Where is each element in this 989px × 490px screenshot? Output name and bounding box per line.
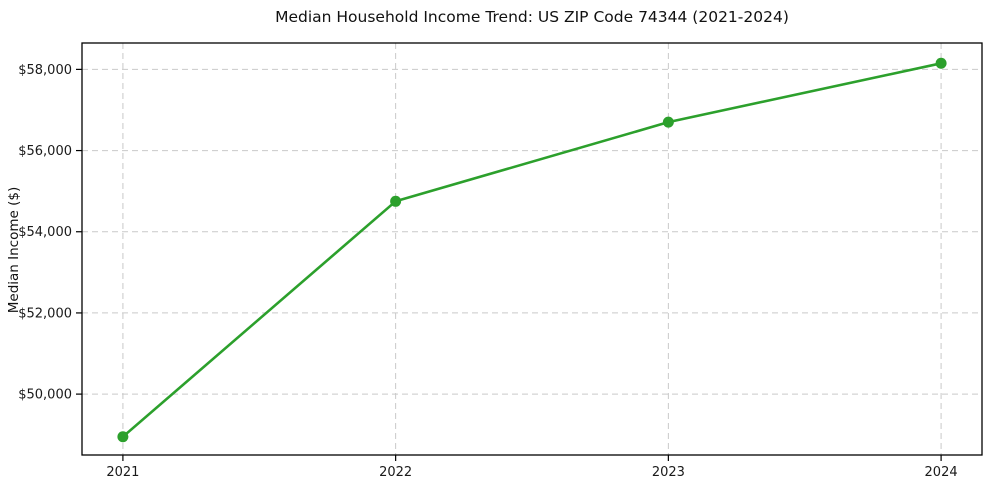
x-tick-label: 2023: [652, 465, 685, 480]
y-tick-label: $54,000: [18, 225, 72, 240]
data-point-marker: [662, 116, 674, 128]
data-point-marker: [117, 431, 129, 443]
y-tick-label: $58,000: [18, 63, 72, 78]
income-trend-line: [121, 61, 943, 439]
data-point-marker: [390, 195, 402, 207]
plot-frame: [81, 42, 983, 456]
x-tick-label: 2021: [106, 465, 139, 480]
data-point-marker: [935, 57, 947, 69]
x-tick-label: 2022: [379, 465, 412, 480]
y-tick-label: $52,000: [18, 306, 72, 321]
x-tick-label: 2024: [925, 465, 958, 480]
y-tick-label: $50,000: [18, 388, 72, 403]
chart-title: Median Household Income Trend: US ZIP Co…: [275, 8, 789, 26]
y-tick-label: $56,000: [18, 144, 72, 159]
y-axis-label: Median Income ($): [6, 186, 22, 314]
